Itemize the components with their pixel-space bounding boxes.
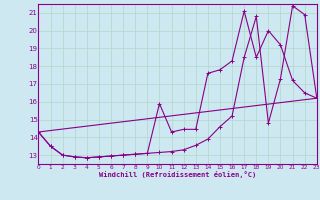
- X-axis label: Windchill (Refroidissement éolien,°C): Windchill (Refroidissement éolien,°C): [99, 171, 256, 178]
